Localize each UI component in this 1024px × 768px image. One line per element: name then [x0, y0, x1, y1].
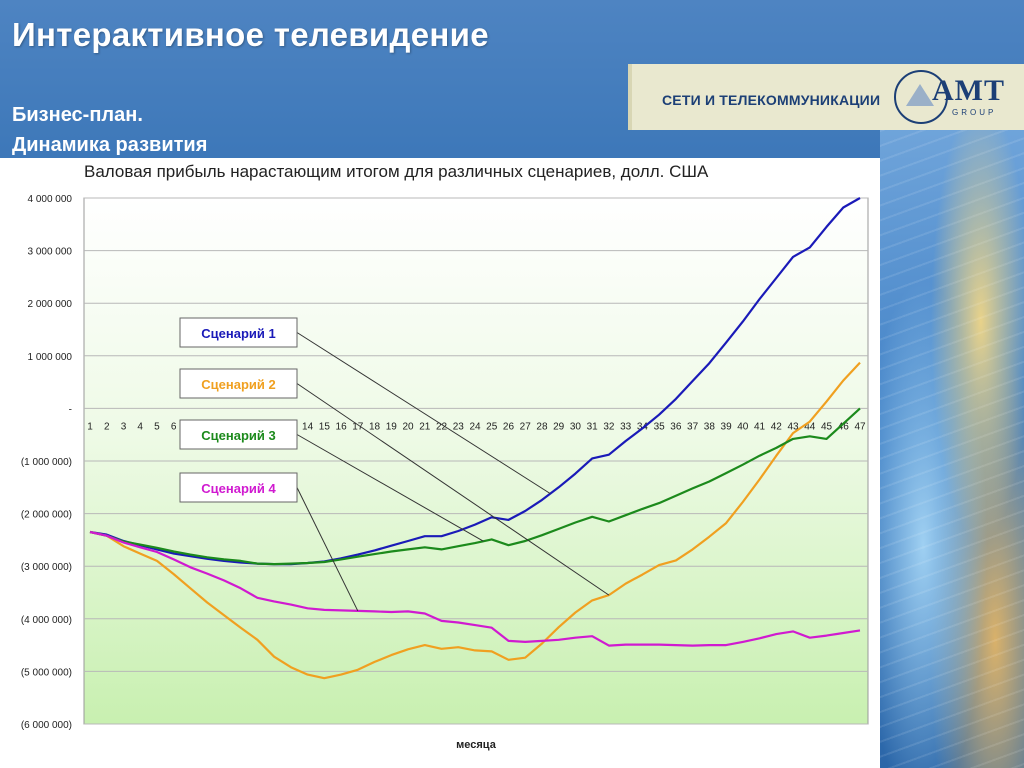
x-tick-label: 28: [536, 421, 548, 432]
x-tick-label: 41: [754, 421, 766, 432]
x-tick-label: 43: [787, 421, 799, 432]
series-line-3: [89, 407, 861, 566]
annotation-label: Сценарий 2: [201, 377, 275, 392]
x-tick-label: 47: [854, 421, 866, 432]
x-tick-label: 42: [771, 421, 783, 432]
y-tick-label: 3 000 000: [28, 247, 73, 258]
x-tick-label: 44: [804, 421, 816, 432]
x-tick-label: 33: [620, 421, 632, 432]
y-tick-label: 2 000 000: [28, 299, 73, 310]
x-axis: 1 2 3 4 5 6 14 15 16 17 18 19 20 21 22 23 24 25 26 27 28 29 30…: [87, 421, 866, 432]
series-line-2: [89, 361, 861, 680]
annotation-leader: [296, 383, 610, 596]
x-tick-label: 38: [704, 421, 716, 432]
x-tick-label: 39: [721, 421, 733, 432]
annotation-leader: [296, 434, 484, 542]
chart-title: Валовая прибыль нарастающим итогом для р…: [84, 162, 709, 181]
x-tick-label: 30: [570, 421, 582, 432]
logo-icon: [894, 70, 948, 124]
annotation-label: Сценарий 4: [201, 481, 276, 496]
series-line-1: [89, 197, 861, 566]
x-tick-label: 2: [104, 421, 110, 432]
annotation-group: Сценарий 1 Сценарий 2 Сценарий 3 Сценарий 4: [179, 317, 610, 612]
x-tick-label: 24: [469, 421, 481, 432]
x-tick-label: 27: [520, 421, 532, 432]
subtitle-line-2: Динамика развития: [12, 134, 208, 156]
page-title: Интерактивное телевидение: [12, 16, 489, 53]
x-tick-label: 20: [402, 421, 414, 432]
annotation-label: Сценарий 1: [201, 326, 275, 341]
x-tick-label: 21: [419, 421, 431, 432]
background-decoration: [880, 130, 1024, 768]
annotation-box: [179, 317, 298, 348]
series-line-4: [89, 530, 861, 647]
x-tick-label: 14: [302, 421, 314, 432]
y-tick-label: (5 000 000): [21, 667, 72, 678]
x-tick-label: 32: [603, 421, 615, 432]
annotation-label: Сценарий 3: [201, 428, 275, 443]
y-tick-label: 1 000 000: [28, 352, 73, 363]
annotation-box: [179, 368, 298, 399]
y-tick-label: (1 000 000): [21, 457, 72, 468]
x-axis-label: месяца: [456, 739, 497, 751]
y-tick-label: -: [69, 404, 72, 415]
page-subtitle: Бизнес-план. Динамика развития: [12, 100, 207, 160]
brand-bar: СЕТИ И ТЕЛЕКОММУНИКАЦИИ AMT GROUP: [628, 64, 1024, 130]
x-tick-label: 26: [503, 421, 515, 432]
x-tick-label: 5: [154, 421, 160, 432]
grid-lines: [84, 197, 868, 725]
y-tick-label: (6 000 000): [21, 720, 72, 731]
annotation-box: [179, 472, 298, 503]
x-tick-label: 22: [436, 421, 448, 432]
x-tick-label: 3: [121, 421, 127, 432]
x-tick-label: 6: [171, 421, 177, 432]
y-tick-label: 4 000 000: [28, 194, 73, 205]
y-axis: 4 000 000 3 000 000 2 000 000 1 000 000 - (1 …: [21, 194, 73, 731]
x-tick-label: 4: [137, 421, 143, 432]
annotation-leader: [296, 332, 551, 495]
x-tick-label: 25: [486, 421, 498, 432]
brand-tagline: СЕТИ И ТЕЛЕКОММУНИКАЦИИ: [662, 92, 881, 108]
y-tick-label: (2 000 000): [21, 510, 72, 521]
series-group: [89, 197, 861, 680]
x-tick-label: 31: [587, 421, 599, 432]
x-tick-label: 23: [453, 421, 465, 432]
x-tick-label: 29: [553, 421, 565, 432]
y-tick-label: (3 000 000): [21, 562, 72, 573]
logo-subtext: GROUP: [952, 108, 997, 117]
x-tick-label: 46: [838, 421, 850, 432]
annotation-leader: [296, 487, 359, 612]
x-tick-label: 45: [821, 421, 833, 432]
x-tick-label: 40: [737, 421, 749, 432]
x-tick-label: 16: [336, 421, 348, 432]
x-tick-label: 18: [369, 421, 381, 432]
x-tick-label: 19: [386, 421, 398, 432]
y-tick-label: (4 000 000): [21, 615, 72, 626]
x-tick-label: 35: [654, 421, 666, 432]
logo-text: AMT: [932, 74, 1005, 107]
subtitle-line-1: Бизнес-план.: [12, 104, 143, 126]
x-tick-label: 17: [352, 421, 364, 432]
x-tick-label: 1: [87, 421, 93, 432]
x-tick-label: 36: [670, 421, 682, 432]
x-tick-label: 37: [687, 421, 699, 432]
annotation-box: [179, 419, 298, 450]
x-tick-label: 15: [319, 421, 331, 432]
